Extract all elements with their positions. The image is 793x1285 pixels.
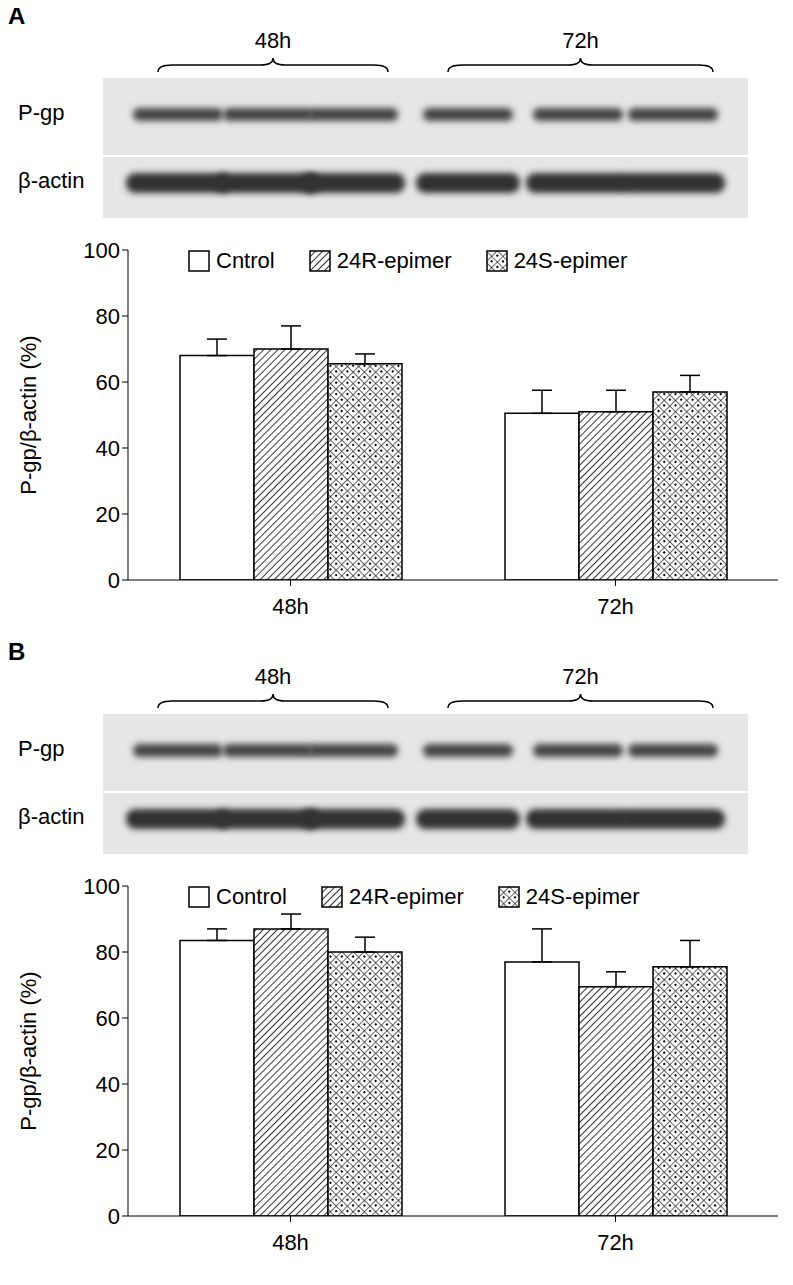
- html-text:A: A: [8, 2, 26, 29]
- svg-text:20: 20: [96, 502, 120, 527]
- svg-text:0: 0: [108, 568, 120, 593]
- svg-text:48h: 48h: [255, 28, 292, 53]
- svg-text:40: 40: [96, 1072, 120, 1097]
- html-text:24R-epimer: 24R-epimer: [348, 884, 464, 909]
- svg-text:100: 100: [83, 874, 120, 899]
- html-text:Control: Control: [216, 884, 287, 909]
- svg-text:72h: 72h: [597, 594, 634, 619]
- svg-text:48h: 48h: [272, 1230, 309, 1255]
- svg-text:P-gp: P-gp: [18, 100, 64, 125]
- html-text:24R-epimer: 24R-epimer: [336, 248, 452, 273]
- svg-text:72h: 72h: [562, 28, 599, 53]
- svg-text:P-gp/β-actin (%): P-gp/β-actin (%): [16, 971, 41, 1130]
- svg-text:48h: 48h: [272, 594, 309, 619]
- svg-text:20: 20: [96, 1138, 120, 1163]
- html-text:Cntrol: Cntrol: [216, 248, 275, 273]
- svg-text:60: 60: [96, 1006, 120, 1031]
- svg-text:60: 60: [96, 370, 120, 395]
- svg-text:P-gp/β-actin (%): P-gp/β-actin (%): [16, 335, 41, 494]
- svg-text:48h: 48h: [255, 664, 292, 689]
- svg-text:72h: 72h: [597, 1230, 634, 1255]
- svg-text:0: 0: [108, 1204, 120, 1229]
- html-text:24S-epimer: 24S-epimer: [525, 884, 640, 909]
- svg-text:80: 80: [96, 940, 120, 965]
- html-text:B: B: [8, 638, 26, 665]
- svg-text:80: 80: [96, 304, 120, 329]
- svg-text:72h: 72h: [562, 664, 599, 689]
- html-text:24S-epimer: 24S-epimer: [513, 248, 628, 273]
- svg-text:β-actin: β-actin: [18, 168, 84, 193]
- svg-text:40: 40: [96, 436, 120, 461]
- svg-text:β-actin: β-actin: [18, 804, 84, 829]
- svg-text:100: 100: [83, 238, 120, 263]
- svg-text:P-gp: P-gp: [18, 736, 64, 761]
